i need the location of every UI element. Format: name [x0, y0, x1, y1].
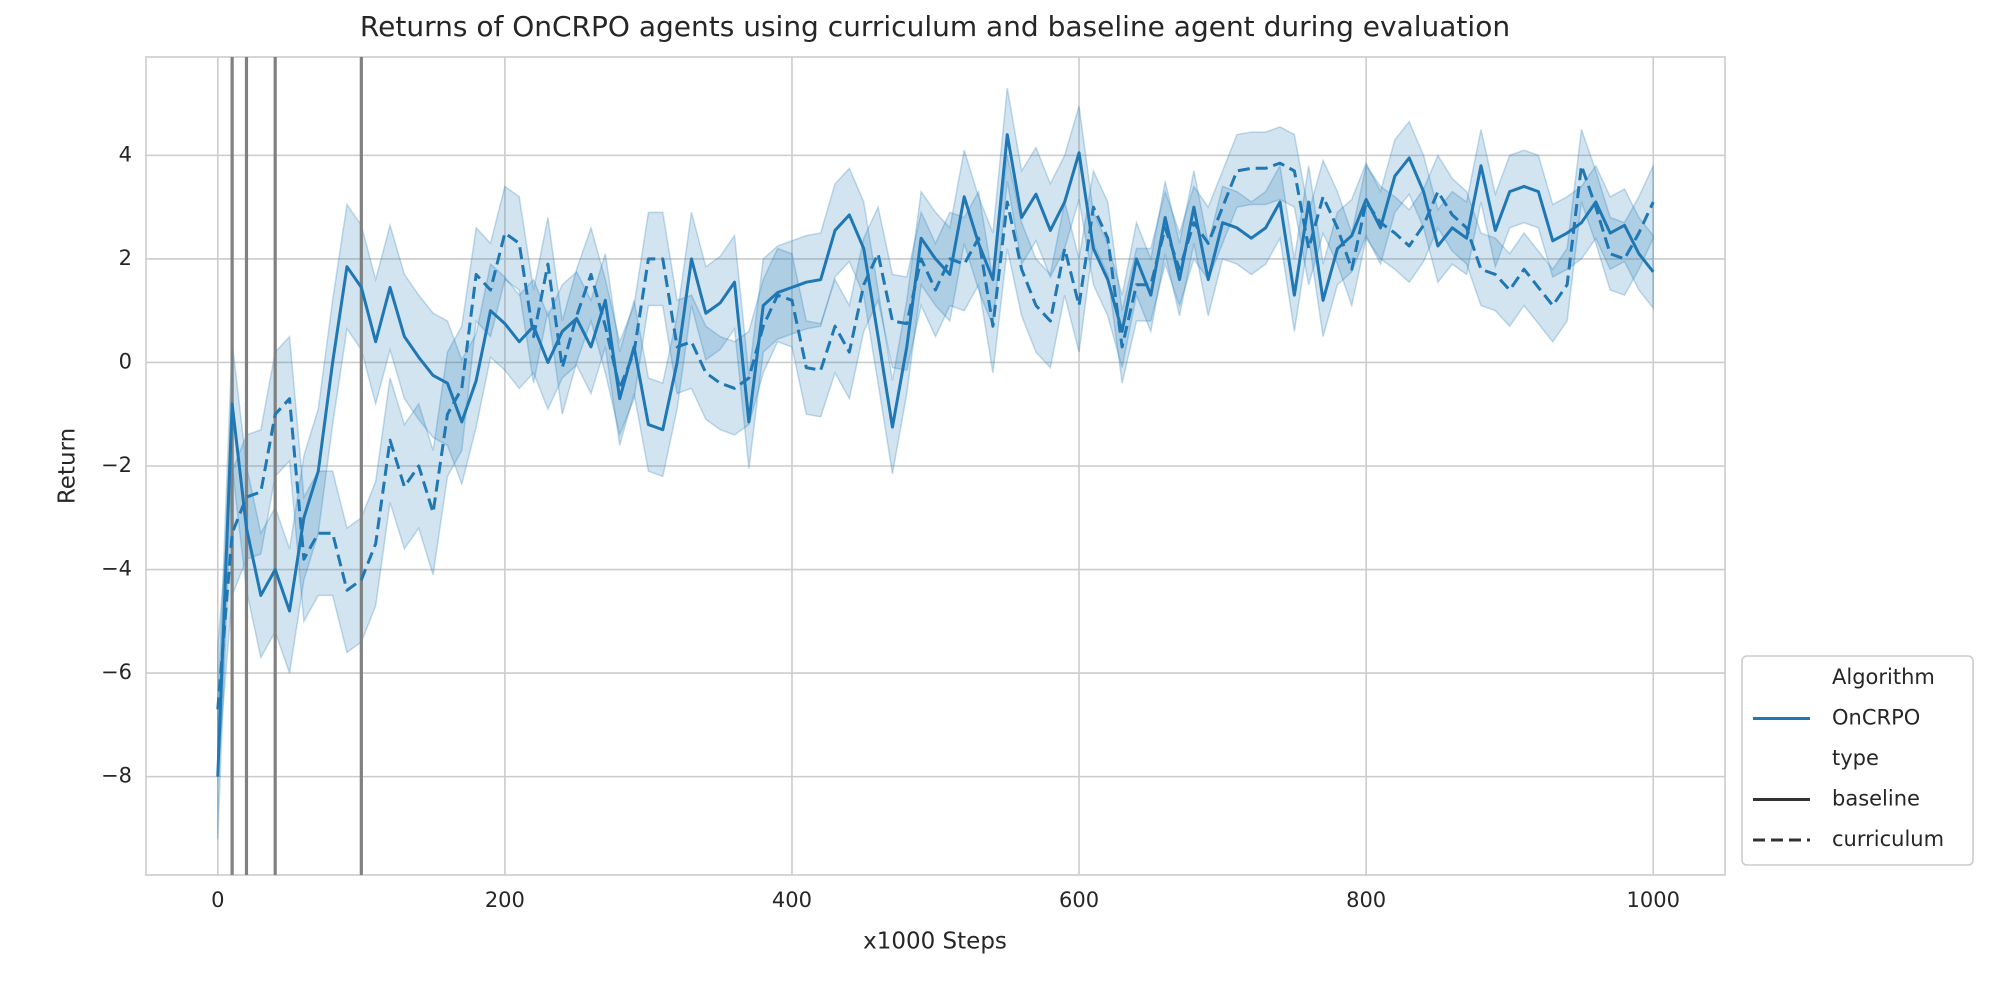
y-axis-label: Return	[55, 428, 81, 504]
legend-label: type	[1832, 746, 1879, 770]
y-tick-label: −4	[101, 557, 132, 581]
y-tick-label: 2	[119, 246, 132, 270]
confidence-band	[217, 126, 1654, 772]
x-tick-label: 200	[485, 888, 525, 912]
plot-frame	[145, 56, 1726, 876]
y-tick-label: −2	[101, 453, 132, 477]
series-line	[216, 133, 1655, 777]
x-tick-label: 0	[211, 888, 224, 912]
y-tick-label: 0	[119, 349, 132, 373]
x-tick-label: 400	[772, 888, 812, 912]
series-line	[216, 161, 1655, 710]
legend-label: baseline	[1832, 787, 1920, 811]
chart-title: Returns of OnCRPO agents using curriculu…	[360, 10, 1510, 43]
confidence-band	[217, 87, 1654, 839]
y-tick-label: 4	[119, 142, 132, 166]
y-tick-label: −6	[101, 660, 132, 684]
legend-box	[1741, 655, 1974, 866]
x-tick-label: 1000	[1627, 888, 1680, 912]
x-tick-label: 600	[1059, 888, 1099, 912]
y-tick-label: −8	[101, 764, 132, 788]
legend-label: OnCRPO	[1832, 706, 1920, 730]
legend-label: Algorithm	[1832, 665, 1935, 689]
legend-label: curriculum	[1832, 827, 1944, 851]
x-axis-label: x1000 Steps	[863, 929, 1007, 955]
x-tick-label: 800	[1346, 888, 1386, 912]
